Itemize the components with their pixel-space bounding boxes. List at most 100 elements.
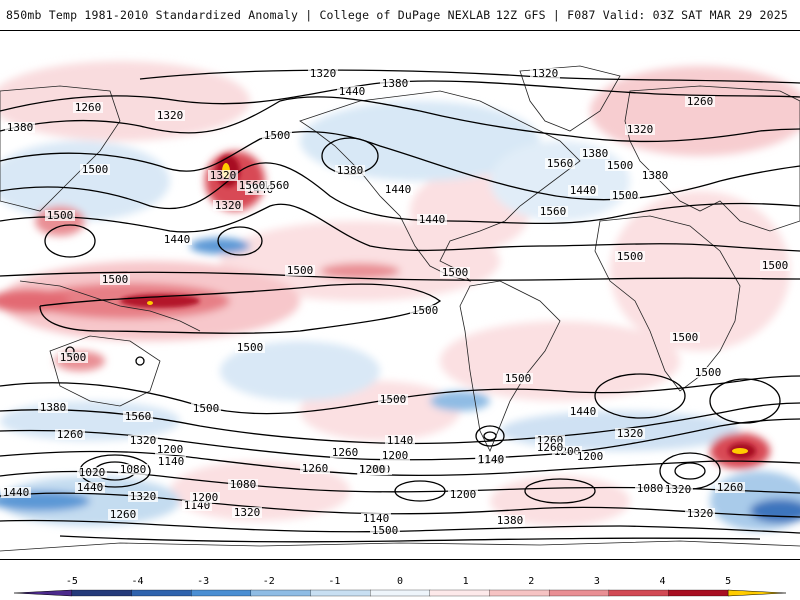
contour-label-text: 1320 — [157, 109, 184, 122]
contour-label: 1200 — [575, 450, 605, 463]
contour-label-text: 1320 — [215, 199, 242, 212]
contour-label-text: 1560 — [263, 179, 290, 192]
contour-label: 1140 — [385, 434, 415, 447]
contour-label: 1260 — [535, 441, 565, 454]
contour-label-text: 1500 — [612, 189, 639, 202]
contour-label-text: 1500 — [442, 266, 469, 279]
contour-label-text: 1440 — [77, 481, 104, 494]
contour-label: 1440 — [417, 213, 447, 226]
contour-label-text: 1260 — [717, 481, 744, 494]
contour-label-text: 1380 — [337, 164, 364, 177]
contour-label: 1140 — [156, 455, 186, 468]
contour-label: 1560 — [123, 410, 153, 423]
contour-label-text: 1260 — [110, 508, 137, 521]
contour-label: 1080 — [228, 478, 258, 491]
contour-label-text: 1260 — [332, 446, 359, 459]
contour-label-text: 1500 — [505, 372, 532, 385]
contour-label: 1200 — [190, 491, 220, 504]
contour-label-text: 1500 — [102, 273, 129, 286]
contour-label-text: 1020 — [79, 466, 106, 479]
contour-label-text: 1500 — [237, 341, 264, 354]
contour-label-text: 1560 — [125, 410, 152, 423]
colorbar-tick-label: -5 — [66, 576, 78, 587]
colorbar-tick-label: 1 — [463, 576, 469, 587]
contour-label-text: 1500 — [607, 159, 634, 172]
contour-label: 1320 — [530, 67, 560, 80]
contour-label-text: 1260 — [687, 95, 714, 108]
contour-label-text: 1320 — [310, 67, 337, 80]
contour-label: 1380 — [38, 401, 68, 414]
contour-label: 1500 — [378, 393, 408, 406]
colorbar-tick-label: 3 — [594, 576, 600, 587]
contour-label-text: 1380 — [642, 169, 669, 182]
contour-label: 1500 — [45, 209, 75, 222]
colorbar-segment — [71, 589, 133, 597]
contour-label: 1440 — [1, 486, 31, 499]
header-bar: 850mb Temp 1981-2010 Standardized Anomal… — [0, 0, 800, 30]
contour-label: 1320 — [155, 109, 185, 122]
extreme-warm-core-tropics — [147, 301, 153, 305]
contour-label: 1440 — [337, 85, 367, 98]
contour-label: 1320 — [232, 506, 262, 519]
colorbar: -5 -4 -3 -2 -1 0 1 2 3 4 5 — [0, 566, 800, 600]
contour-label-text: 1320 — [617, 427, 644, 440]
colorbar-segment — [310, 589, 371, 597]
contour-label: 1380 — [640, 169, 670, 182]
contour-label-text: 1560 — [239, 179, 266, 192]
contour-label-text: 1500 — [695, 366, 722, 379]
contour-label: 1320 — [213, 199, 243, 212]
contour-label-text: 1380 — [582, 147, 609, 160]
contour-label: 1500 — [693, 366, 723, 379]
contour-label: 1500 — [615, 250, 645, 263]
contour-label: 1500 — [605, 159, 635, 172]
contour-label-text: 1320 — [687, 507, 714, 520]
contour-label-text: 1380 — [382, 77, 409, 90]
contour-label: 1500 — [191, 402, 221, 415]
height-contours — [0, 69, 800, 543]
colorbar-tick-label: 0 — [397, 576, 403, 587]
contour-label: 1380 — [335, 164, 365, 177]
contour-label-text: 1320 — [130, 434, 157, 447]
contour-label-text: 1200 — [192, 491, 219, 504]
contour-label-text: 1560 — [547, 157, 574, 170]
colorbar-tick-label: -2 — [263, 576, 275, 587]
contour-label-text: 1380 — [40, 401, 67, 414]
contour-label-text: 1380 — [7, 121, 34, 134]
contour-label-text: 1500 — [193, 402, 220, 415]
contour-label: 1560 — [538, 205, 568, 218]
contour-label-text: 1140 — [387, 434, 414, 447]
contour-label: 1320 — [685, 507, 715, 520]
contour-label: 1440 — [568, 405, 598, 418]
contour-label: 1560 — [237, 179, 267, 192]
contour-label: 1320 — [308, 67, 338, 80]
contour-label: 1260 — [55, 428, 85, 441]
contour-label: 1320 — [615, 427, 645, 440]
contour-label: 1260 — [108, 508, 138, 521]
contour-label-text: 1440 — [164, 233, 191, 246]
colorbar-svg: -5 -4 -3 -2 -1 0 1 2 3 4 5 — [13, 576, 787, 597]
contour-label-text: 1500 — [762, 259, 789, 272]
contour-label: 1080 — [635, 482, 665, 495]
colorbar-segment — [489, 589, 550, 597]
contour-label-text: 1500 — [672, 331, 699, 344]
contour-label: 1380 — [495, 514, 525, 527]
contour-label: 1560 — [261, 179, 291, 192]
contour-label: 1080 — [118, 463, 148, 476]
contour-label-text: 1140 — [158, 455, 185, 468]
run-info: 12Z GFS | F087 Valid: 03Z SAT MAR 29 202… — [495, 8, 788, 22]
colorbar-tick-label: -1 — [328, 576, 340, 587]
contour-label: 1440 — [568, 184, 598, 197]
contour-label: 1320 — [663, 483, 693, 496]
contour-label: 1320 — [128, 434, 158, 447]
contour-label: 1200 — [155, 443, 185, 456]
colorbar-segment — [250, 589, 312, 597]
contour-label: 1440 — [162, 233, 192, 246]
contour-label-text: 1560 — [540, 205, 567, 218]
contour-label: 1200 — [380, 449, 410, 462]
colorbar-segment — [548, 589, 610, 597]
contour-label: 1500 — [610, 189, 640, 202]
contour-label-text: 1200 — [359, 463, 386, 476]
contour-label-text: 1260 — [75, 101, 102, 114]
contour-label-text: 1200 — [157, 443, 184, 456]
contour-label: 1500 — [235, 341, 265, 354]
